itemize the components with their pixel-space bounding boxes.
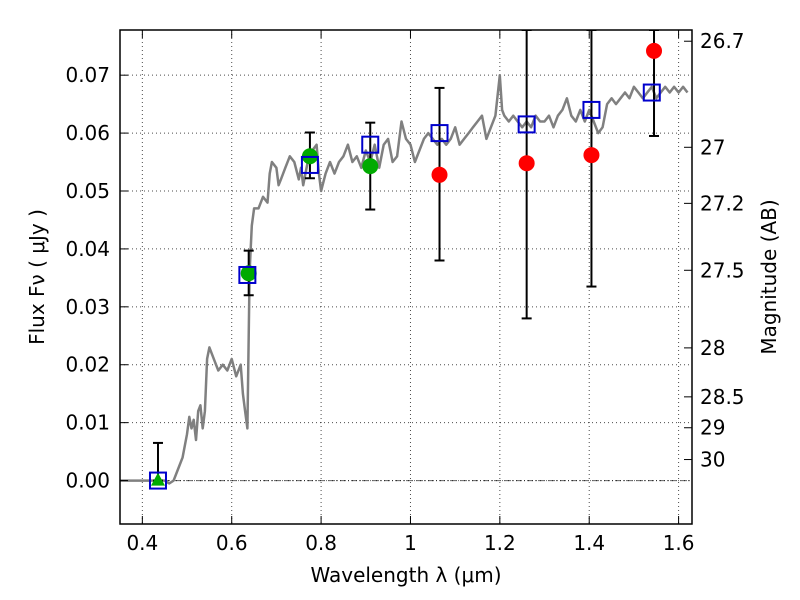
magnitude-tick-label: 26.7 (700, 29, 745, 53)
y-tick-label: 0.01 (65, 411, 110, 435)
model-square-point (517, 115, 536, 134)
y-tick-label: 0.06 (65, 121, 110, 145)
detection-triangle-point (150, 472, 165, 486)
y-tick-label: 0.05 (65, 179, 110, 203)
spectrum-line (120, 73, 689, 485)
x-tick-label: 1 (404, 531, 417, 555)
y-tick-label: 0.03 (65, 295, 110, 319)
model-square-point (148, 471, 167, 490)
upper-limit-point (518, 155, 535, 172)
y-tick-label: 0.04 (65, 237, 110, 261)
detection-point (362, 158, 379, 175)
plot-area (120, 30, 689, 490)
model-square-point (642, 83, 661, 102)
magnitude-tick-label: 30 (700, 448, 725, 472)
upper-limit-point (646, 42, 663, 59)
x-tick-label: 0.4 (126, 531, 158, 555)
model-square-point (361, 135, 380, 154)
magnitude-tick-label: 29 (700, 416, 725, 440)
magnitude-tick-label: 27 (700, 135, 725, 159)
x-tick-label: 1.4 (573, 531, 605, 555)
y-axis: 0.00 0.01 0.02 0.03 0.04 0.05 0.06 0.07 (65, 63, 128, 493)
x-tick-label: 0.8 (305, 531, 337, 555)
x-tick-label: 1.6 (663, 531, 695, 555)
y-axis-label: Flux Fν ( μJy ) (25, 209, 49, 345)
y-tick-label: 0.00 (65, 469, 110, 493)
x-tick-label: 0.6 (216, 531, 248, 555)
magnitude-axis: 26.7 27 27.2 27.5 28 28.5 29 30 (684, 29, 745, 472)
x-tick-label: 1.2 (484, 531, 516, 555)
magnitude-tick-label: 27.5 (700, 258, 745, 282)
magnitude-tick-label: 28.5 (700, 385, 745, 409)
model-square-point (300, 155, 319, 174)
y-tick-label: 0.07 (65, 63, 110, 87)
magnitude-tick-label: 27.2 (700, 191, 745, 215)
upper-limit-point (583, 147, 600, 164)
plot-frame (119, 29, 693, 525)
y-tick-label: 0.02 (65, 353, 110, 377)
magnitude-tick-label: 28 (700, 336, 725, 360)
x-axis: 0.4 0.6 0.8 1 1.2 1.4 1.6 (126, 30, 695, 555)
model-square-point (582, 100, 601, 119)
upper-limit-point (431, 166, 448, 183)
model-square-point (238, 265, 257, 284)
magnitude-axis-label: Magnitude (AB) (757, 199, 781, 354)
detection-point (240, 265, 257, 282)
x-axis-label: Wavelength λ (μm) (310, 563, 501, 587)
model-square-point (430, 124, 449, 143)
